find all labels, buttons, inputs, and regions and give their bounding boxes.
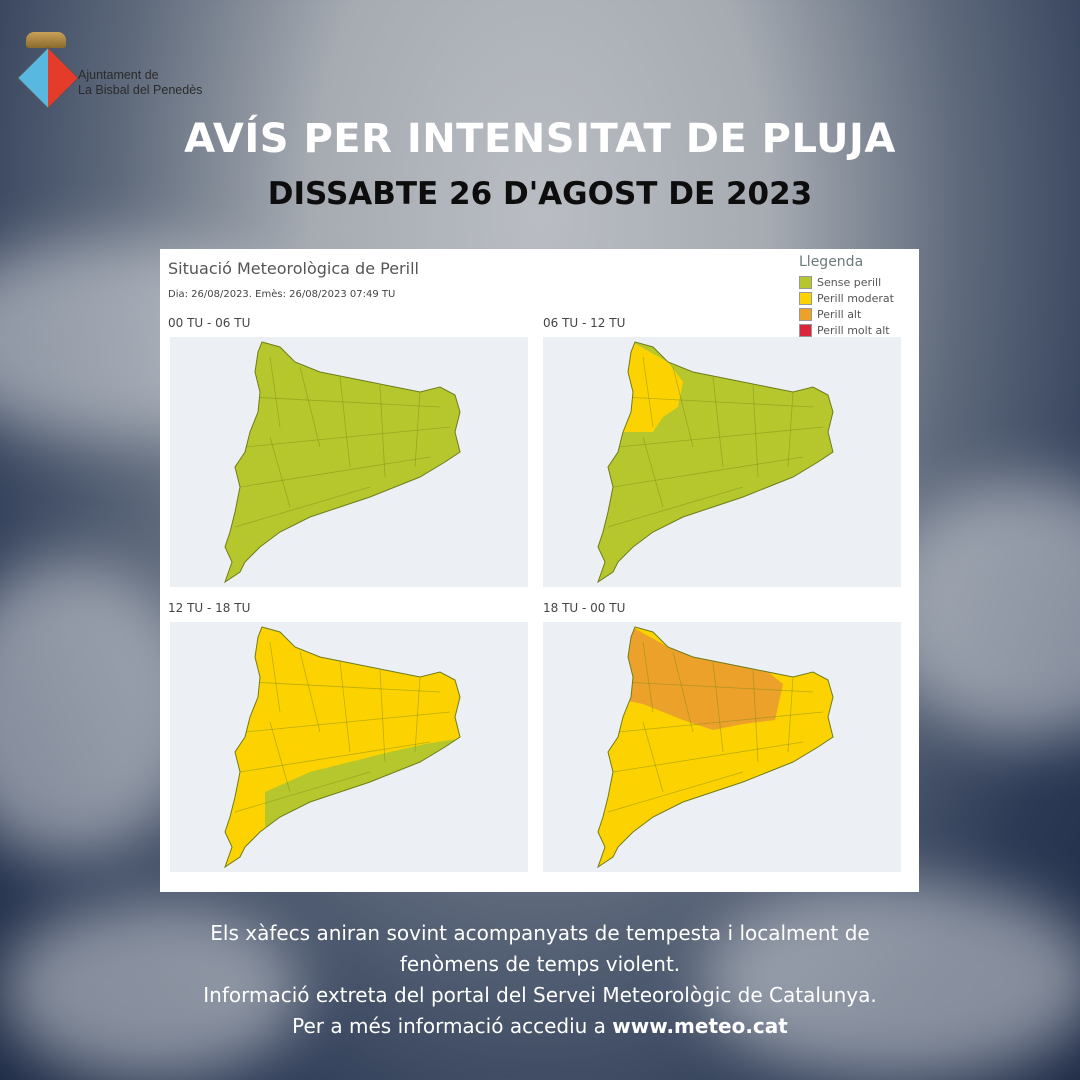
legend-swatch — [799, 275, 812, 289]
legend: Llegenda Sense perill Perill moderat Per… — [799, 254, 894, 338]
county-borders — [607, 641, 824, 813]
region-outline — [224, 341, 461, 584]
footer-line: fenòmens de temps violent. — [399, 952, 681, 976]
legend-label: Perill moderat — [817, 291, 894, 305]
municipality-logo: Ajuntament de La Bisbal del Penedès — [16, 32, 222, 112]
legend-swatch — [799, 291, 812, 305]
county-borders — [607, 356, 824, 528]
legend-item: Perill moderat — [799, 290, 894, 306]
legend-label: Sense perill — [817, 275, 882, 289]
catalonia-map — [224, 341, 461, 584]
map-panel — [170, 337, 528, 587]
catalonia-map — [224, 626, 461, 869]
panel-title: 18 TU - 00 TU — [543, 601, 626, 615]
panel-title: 00 TU - 06 TU — [168, 316, 251, 330]
county-borders — [234, 641, 451, 813]
hazard-map-card: Situació Meteorològica de Perill Dia: 26… — [160, 249, 919, 892]
warning-title: AVÍS PER INTENSITAT DE PLUJA — [184, 116, 896, 162]
region-outline — [224, 626, 461, 869]
footer-text: Els xàfecs aniran sovint acompanyats de … — [0, 918, 1080, 1042]
card-subtitle: Dia: 26/08/2023. Emès: 26/08/2023 07:49 … — [168, 289, 396, 300]
catalonia-map — [597, 626, 834, 869]
map-panel — [543, 337, 901, 587]
legend-swatch — [799, 307, 812, 321]
logo-line1: Ajuntament de — [78, 68, 159, 82]
legend-title: Llegenda — [799, 254, 864, 270]
legend-label: Perill molt alt — [817, 323, 890, 337]
legend-item: Perill molt alt — [799, 322, 894, 338]
region-base — [225, 342, 460, 582]
region-overlay — [623, 627, 783, 730]
region-overlay — [623, 342, 683, 432]
region-outline — [597, 626, 834, 869]
panel-title: 12 TU - 18 TU — [168, 601, 251, 615]
footer-line: Els xàfecs aniran sovint acompanyats de … — [210, 921, 870, 945]
map-panel — [170, 622, 528, 872]
footer-prefix: Per a més informació accediu a — [292, 1014, 613, 1038]
region-outline — [597, 341, 834, 584]
warning-date: DISSABTE 26 D'AGOST DE 2023 — [267, 176, 813, 212]
legend-item: Sense perill — [799, 274, 894, 290]
legend-swatch — [799, 323, 812, 337]
coat-of-arms-icon — [16, 46, 80, 110]
logo-line2: La Bisbal del Penedès — [78, 83, 203, 97]
county-borders — [234, 356, 451, 528]
footer-line: Per a més informació accediu a www.meteo… — [0, 1011, 1080, 1042]
card-title: Situació Meteorològica de Perill — [168, 259, 419, 278]
footer-line: Informació extreta del portal del Servei… — [203, 983, 877, 1007]
legend-item: Perill alt — [799, 306, 894, 322]
catalonia-map — [597, 341, 834, 584]
meteo-link[interactable]: www.meteo.cat — [612, 1014, 788, 1038]
legend-label: Perill alt — [817, 307, 862, 321]
map-panel — [543, 622, 901, 872]
crown-icon — [26, 32, 66, 48]
panel-title: 06 TU - 12 TU — [543, 316, 626, 330]
